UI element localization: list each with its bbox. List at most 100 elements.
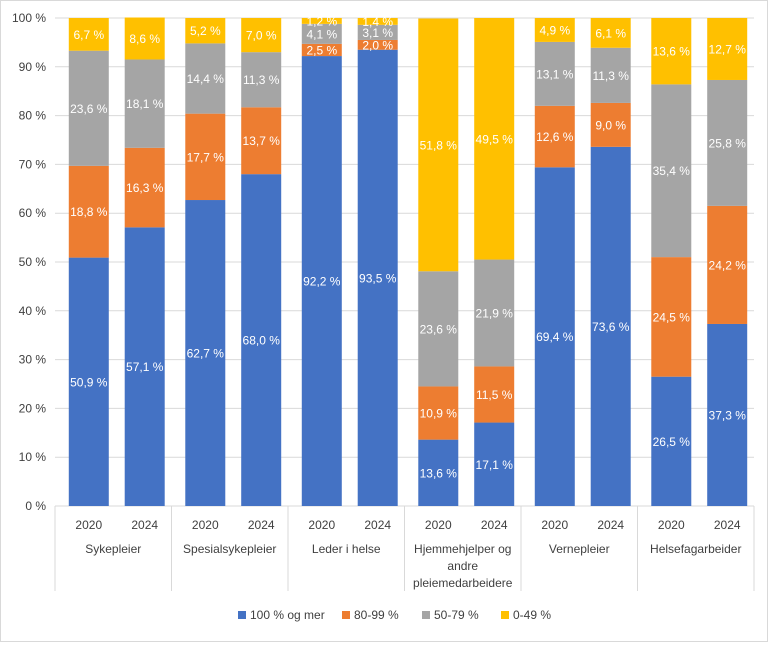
bar-segment — [534, 167, 575, 506]
bar-segment — [418, 18, 459, 272]
data-label: 12,7 % — [709, 42, 747, 56]
bar-segment — [707, 323, 748, 506]
bar-segment — [124, 147, 165, 228]
bar-segment — [124, 227, 165, 507]
data-label: 24,5 % — [653, 310, 691, 324]
data-label: 17,7 % — [187, 150, 225, 164]
bar-segment — [474, 18, 515, 260]
data-label: 13,6 % — [420, 466, 458, 480]
bar-segment — [124, 17, 165, 60]
data-label: 93,5 % — [359, 271, 397, 285]
bar-segment — [185, 113, 226, 201]
bar-segment — [241, 107, 282, 175]
bar-segment — [534, 105, 575, 168]
bar-segment — [301, 56, 342, 507]
data-label: 50,9 % — [70, 375, 108, 389]
bar-segment — [301, 18, 342, 24]
y-tick-label: 20 % — [19, 401, 47, 415]
data-label: 23,6 % — [70, 102, 108, 116]
legend-label: 50-79 % — [434, 608, 479, 622]
y-tick-label: 30 % — [19, 353, 47, 367]
data-label: 23,6 % — [420, 322, 458, 336]
bar-segment — [185, 18, 226, 44]
data-label: 17,1 % — [476, 458, 514, 472]
y-tick-label: 70 % — [19, 157, 47, 171]
bar-segment — [474, 422, 515, 506]
data-label: 11,3 % — [592, 69, 629, 83]
x-category-label: Leder i helse — [312, 542, 381, 556]
x-year-label: 2020 — [75, 518, 102, 532]
bar-segment — [651, 257, 692, 377]
bar-segment — [241, 52, 282, 108]
x-year-label: 2024 — [597, 518, 624, 532]
data-label: 8,6 % — [129, 32, 160, 46]
x-year-label: 2020 — [658, 518, 685, 532]
data-label: 12,6 % — [536, 130, 574, 144]
data-label: 11,5 % — [476, 388, 513, 402]
data-label: 2,5 % — [306, 43, 337, 57]
bar-segment — [418, 271, 459, 387]
y-tick-label: 40 % — [19, 304, 47, 318]
legend-label: 100 % og mer — [250, 608, 325, 622]
bar-segment — [474, 366, 515, 423]
data-label: 10,9 % — [420, 407, 458, 421]
data-label: 24,2 % — [709, 258, 747, 272]
bar-segment — [68, 50, 109, 166]
bar-segment — [534, 18, 575, 42]
bar-segment — [241, 174, 282, 506]
data-label: 26,5 % — [653, 435, 691, 449]
data-label: 5,2 % — [190, 24, 221, 38]
data-label: 11,3 % — [243, 73, 280, 87]
data-label: 57,1 % — [126, 360, 164, 374]
bar-segment — [241, 18, 282, 53]
x-year-label: 2020 — [541, 518, 568, 532]
bar-segment — [185, 43, 226, 114]
data-label: 13,7 % — [243, 134, 281, 148]
x-year-label: 2024 — [481, 518, 508, 532]
x-category-label: andre — [447, 559, 478, 573]
data-label: 4,1 % — [306, 27, 337, 41]
bar-segment — [418, 439, 459, 506]
data-label: 13,1 % — [536, 67, 574, 81]
data-label: 25,8 % — [709, 136, 747, 150]
bar-segment — [474, 259, 515, 367]
data-label: 69,4 % — [536, 330, 574, 344]
bar-segment — [357, 39, 398, 50]
bar-segment — [590, 146, 631, 506]
bar-segment — [357, 49, 398, 506]
data-label: 2,0 % — [362, 38, 393, 52]
data-label: 18,1 % — [126, 97, 164, 111]
bar-segment — [124, 59, 165, 148]
data-label: 6,7 % — [73, 28, 104, 42]
data-label: 4,9 % — [539, 23, 570, 37]
data-label: 18,8 % — [70, 205, 108, 219]
y-tick-label: 90 % — [19, 60, 47, 74]
bar-segment — [651, 84, 692, 258]
bar-segment — [534, 41, 575, 106]
data-label: 9,0 % — [595, 118, 626, 132]
data-label: 35,4 % — [653, 164, 691, 178]
data-label: 13,6 % — [653, 45, 691, 59]
x-category-label: Sykepleier — [85, 542, 141, 556]
y-tick-label: 0 % — [25, 499, 46, 513]
data-label: 3,1 % — [362, 26, 393, 40]
data-label: 37,3 % — [709, 408, 747, 422]
data-label: 6,1 % — [595, 26, 626, 40]
bar-segment — [707, 18, 748, 80]
x-category-label: pleiemedarbeidere — [413, 576, 513, 590]
bar-segment — [707, 205, 748, 324]
bar-segment — [68, 18, 109, 51]
bar-segment — [357, 24, 398, 40]
x-category-label: Vernepleier — [549, 542, 610, 556]
data-label: 7,0 % — [246, 29, 277, 43]
y-tick-label: 80 % — [19, 109, 47, 123]
bar-segment — [185, 200, 226, 507]
x-category-label: Helsefagarbeider — [650, 542, 741, 556]
x-year-label: 2024 — [714, 518, 741, 532]
bar-segment — [68, 165, 109, 258]
legend-swatch — [342, 611, 350, 619]
x-category-label: Spesialsykepleier — [183, 542, 276, 556]
legend-swatch — [422, 611, 430, 619]
